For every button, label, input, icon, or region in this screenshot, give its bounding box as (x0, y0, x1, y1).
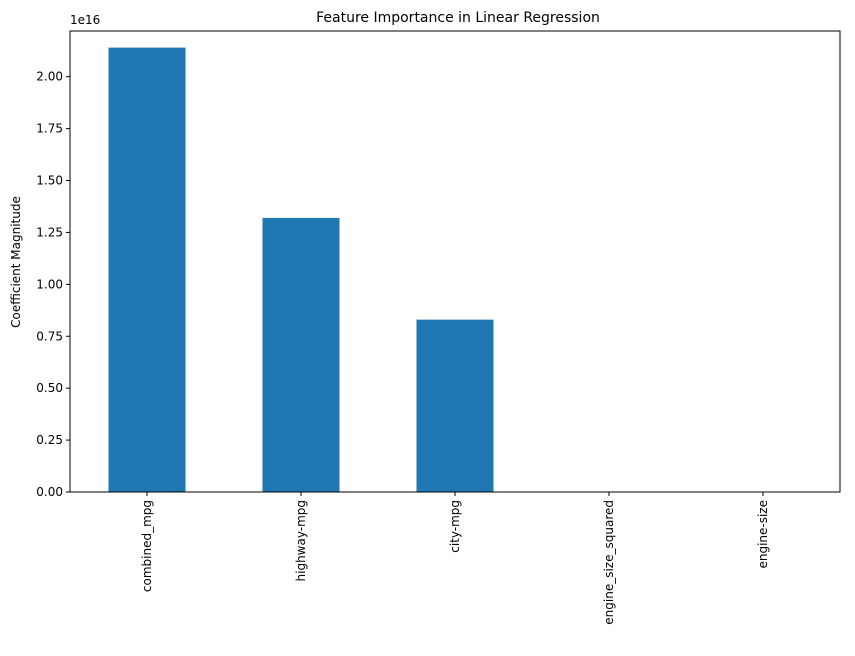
y-tick-label: 1.50 (36, 174, 63, 188)
bar-combined_mpg (108, 47, 186, 493)
y-tick-label: 1.75 (36, 122, 63, 136)
y-axis-title: Coefficient Magnitude (9, 196, 23, 328)
x-tick-label: highway-mpg (294, 500, 308, 581)
y-tick-label: 1.25 (36, 225, 63, 239)
x-tick-label: city-mpg (448, 500, 462, 553)
bar-highway-mpg (262, 217, 340, 492)
y-tick-label: 0.50 (36, 381, 63, 395)
y-tick-label: 2.00 (36, 70, 63, 84)
plot-area: 0.00 0.25 0.50 0.75 1.00 1.25 1.50 1.75 2.00 comb… (36, 30, 841, 625)
y-tick-label: 0.00 (36, 485, 63, 499)
chart-title: Feature Importance in Linear Regression (316, 10, 600, 26)
x-tick-label: engine-size (756, 500, 770, 569)
y-tick-label: 1.00 (36, 277, 63, 291)
y-tick-label: 0.75 (36, 329, 63, 343)
y-tick-label: 0.25 (36, 433, 63, 447)
x-tick-label: combined_mpg (140, 500, 154, 592)
y-scale-label: 1e16 (70, 13, 100, 27)
x-tick-label: engine_size_squared (602, 500, 616, 625)
bar-city-mpg (416, 319, 494, 492)
